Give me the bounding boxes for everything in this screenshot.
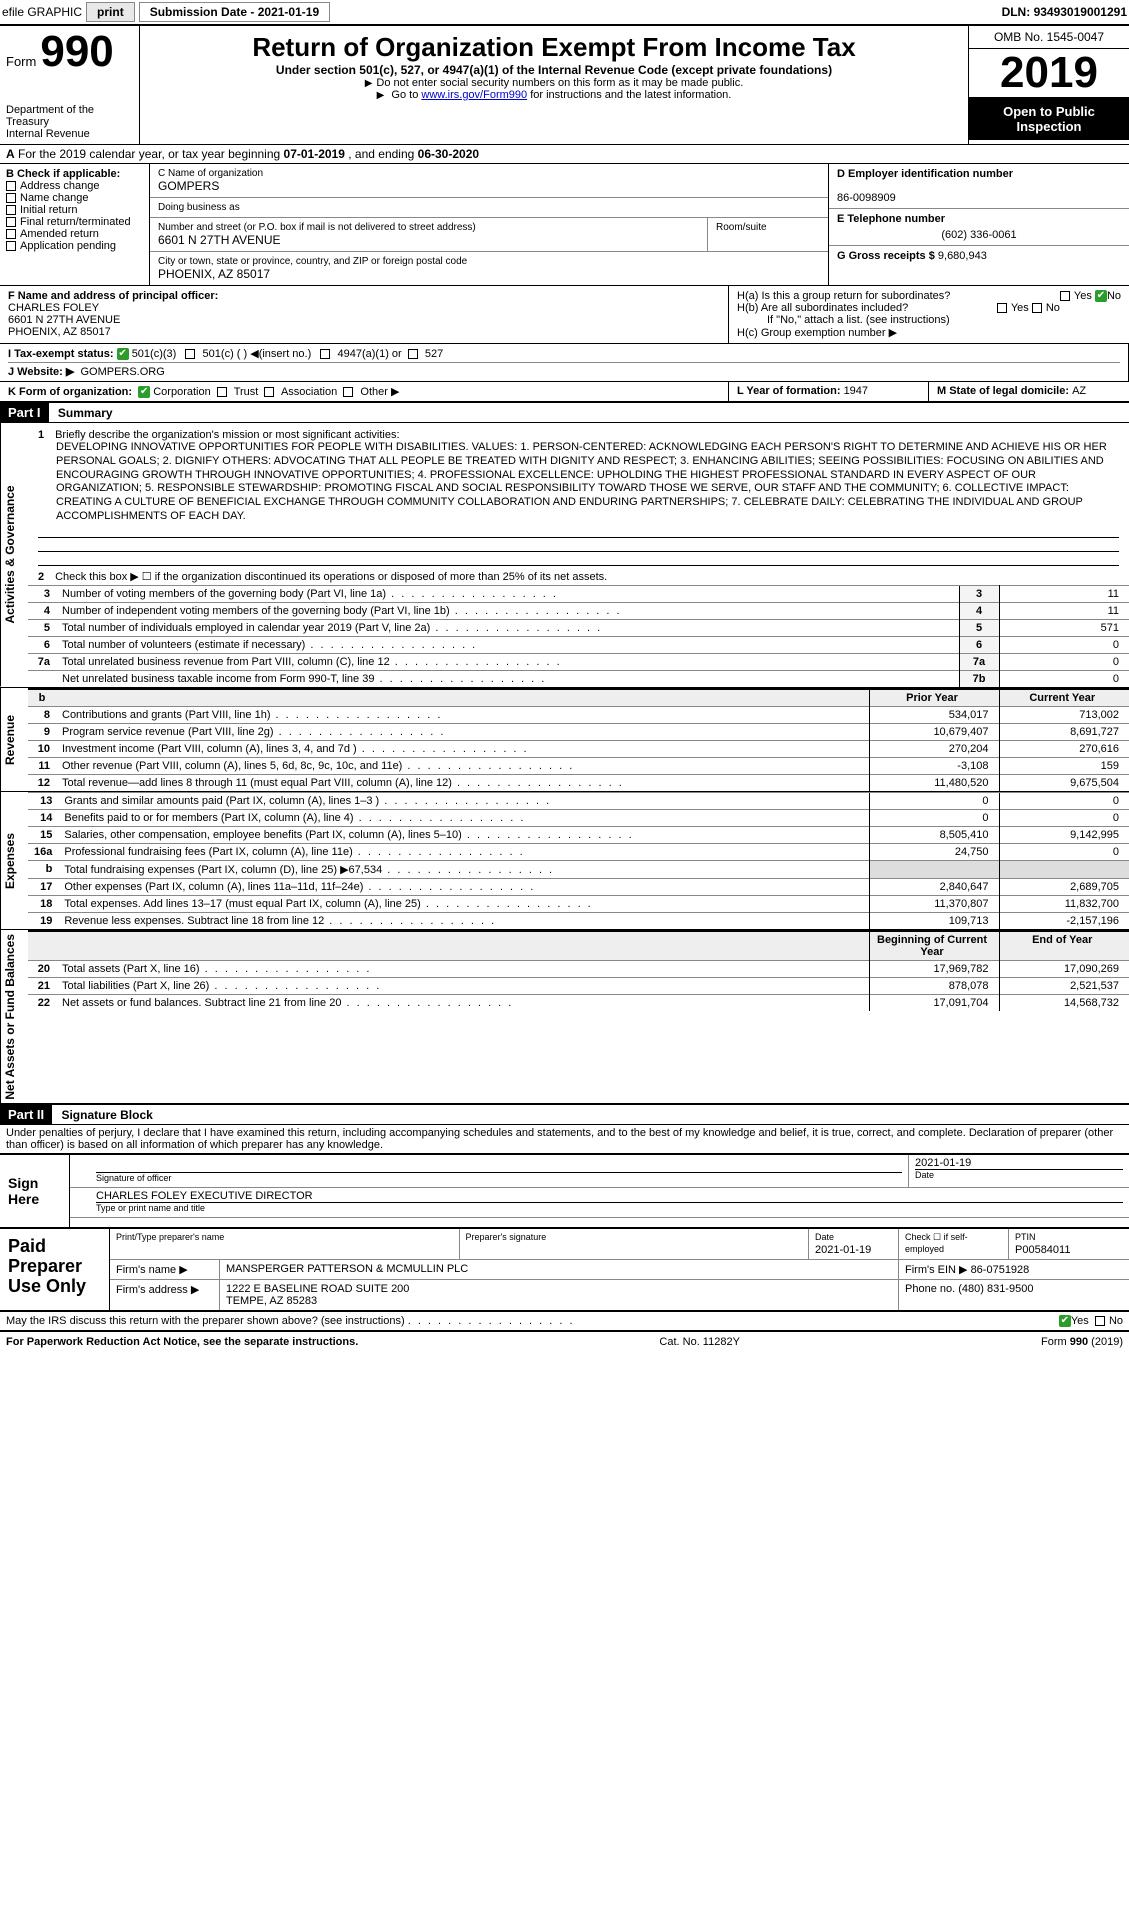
table-row: 3Number of voting members of the governi… xyxy=(28,585,1129,602)
table-row: 7aTotal unrelated business revenue from … xyxy=(28,653,1129,670)
room-suite-label: Room/suite xyxy=(708,218,828,251)
section-j: J Website: ▶ GOMPERS.ORG xyxy=(8,362,1120,378)
officer-h-row: F Name and address of principal officer:… xyxy=(0,286,1129,344)
vlabel-expenses: Expenses xyxy=(0,792,28,929)
line-2: Check this box ▶ ☐ if the organization d… xyxy=(55,571,607,583)
table-row: Net unrelated business taxable income fr… xyxy=(28,670,1129,687)
table-row: 20Total assets (Part X, line 16)17,969,7… xyxy=(28,960,1129,977)
dln: DLN: 93493019001291 xyxy=(1002,5,1127,19)
vlabel-netassets: Net Assets or Fund Balances xyxy=(0,930,28,1104)
table-row: 19Revenue less expenses. Subtract line 1… xyxy=(28,912,1129,929)
table-row: 12Total revenue—add lines 8 through 11 (… xyxy=(28,774,1129,791)
expenses-block: Expenses 13Grants and similar amounts pa… xyxy=(0,792,1129,930)
ein: 86-0098909 xyxy=(837,192,896,204)
tax-year: 2019 xyxy=(969,49,1129,98)
summary-na-table: Beginning of Current YearEnd of Year20To… xyxy=(28,930,1129,1011)
section-h: H(a) Is this a group return for subordin… xyxy=(729,286,1129,343)
vlabel-revenue: Revenue xyxy=(0,688,28,791)
form-subtitle: Under section 501(c), 527, or 4947(a)(1)… xyxy=(148,63,960,77)
table-row: 11Other revenue (Part VIII, column (A), … xyxy=(28,757,1129,774)
form-number: Form 990 xyxy=(6,30,133,74)
table-row: 8Contributions and grants (Part VIII, li… xyxy=(28,706,1129,723)
phone: (602) 336-0061 xyxy=(837,229,1121,241)
website: GOMPERS.ORG xyxy=(80,366,164,378)
table-row: 18Total expenses. Add lines 13–17 (must … xyxy=(28,895,1129,912)
perjury-statement: Under penalties of perjury, I declare th… xyxy=(0,1125,1129,1153)
officer-name: CHARLES FOLEY EXECUTIVE DIRECTOR xyxy=(96,1190,1123,1203)
open-to-public: Open to Public Inspection xyxy=(969,98,1129,140)
discuss-row: May the IRS discuss this return with the… xyxy=(0,1312,1129,1332)
check-icon: ✔ xyxy=(138,386,150,398)
check-icon: ✔ xyxy=(1059,1315,1071,1327)
signature-block: Sign Here Signature of officer 2021-01-1… xyxy=(0,1153,1129,1227)
sign-here-label: Sign Here xyxy=(0,1155,70,1227)
klm-row: K Form of organization: ✔ Corporation Tr… xyxy=(0,382,1129,402)
table-row: 16aProfessional fundraising fees (Part I… xyxy=(28,843,1129,860)
part-i-header: Part I Summary xyxy=(0,402,1129,423)
mission-text: DEVELOPING INNOVATIVE OPPORTUNITIES FOR … xyxy=(38,441,1119,524)
check-icon: ✔ xyxy=(1095,290,1107,302)
org-street: 6601 N 27TH AVENUE xyxy=(158,233,699,247)
page-footer: For Paperwork Reduction Act Notice, see … xyxy=(0,1332,1129,1352)
table-row: 17Other expenses (Part IX, column (A), l… xyxy=(28,878,1129,895)
summary-exp-table: 13Grants and similar amounts paid (Part … xyxy=(28,792,1129,929)
top-bar: efile GRAPHIC print Submission Date - 20… xyxy=(0,0,1129,26)
table-row: 10Investment income (Part VIII, column (… xyxy=(28,740,1129,757)
instructions-link-line: Go to www.irs.gov/Form990 for instructio… xyxy=(148,89,960,101)
omb-number: OMB No. 1545-0047 xyxy=(969,26,1129,49)
gross-receipts: 9,680,943 xyxy=(938,250,987,262)
section-m: M State of legal domicile: AZ xyxy=(929,382,1129,401)
form-title: Return of Organization Exempt From Incom… xyxy=(148,32,960,63)
mission-block: 1 Briefly describe the organization's mi… xyxy=(28,423,1129,568)
table-row: 6Total number of volunteers (estimate if… xyxy=(28,636,1129,653)
table-row: 13Grants and similar amounts paid (Part … xyxy=(28,792,1129,809)
ssn-note: Do not enter social security numbers on … xyxy=(148,77,960,89)
irs-link[interactable]: www.irs.gov/Form990 xyxy=(421,89,527,101)
table-row: 5Total number of individuals employed in… xyxy=(28,619,1129,636)
submission-date-box: Submission Date - 2021-01-19 xyxy=(139,2,330,22)
form-header: Form 990 Department of the Treasury Inte… xyxy=(0,26,1129,145)
table-row: 21Total liabilities (Part X, line 26)878… xyxy=(28,977,1129,994)
table-row: 22Net assets or fund balances. Subtract … xyxy=(28,994,1129,1011)
table-row: 14Benefits paid to or for members (Part … xyxy=(28,809,1129,826)
vlabel-ag: Activities & Governance xyxy=(0,423,28,687)
org-name: GOMPERS xyxy=(158,179,820,193)
summary-ag-table: 3Number of voting members of the governi… xyxy=(28,585,1129,687)
tax-period: A For the 2019 calendar year, or tax yea… xyxy=(0,145,1129,164)
table-row: 4Number of independent voting members of… xyxy=(28,602,1129,619)
section-f: F Name and address of principal officer:… xyxy=(0,286,729,343)
table-row: 9Program service revenue (Part VIII, lin… xyxy=(28,723,1129,740)
revenue-block: Revenue bPrior YearCurrent Year8Contribu… xyxy=(0,688,1129,792)
section-b: B Check if applicable: Address change Na… xyxy=(0,164,150,285)
firm-name: MANSPERGER PATTERSON & MCMULLIN PLC xyxy=(220,1260,899,1279)
paid-preparer-block: Paid Preparer Use Only Print/Type prepar… xyxy=(0,1227,1129,1312)
entity-block: B Check if applicable: Address change Na… xyxy=(0,164,1129,286)
table-row: 15Salaries, other compensation, employee… xyxy=(28,826,1129,843)
form-ref: Form 990 (2019) xyxy=(1041,1336,1123,1348)
section-d: D Employer identification number 86-0098… xyxy=(829,164,1129,209)
efile-label: efile GRAPHIC xyxy=(2,5,82,19)
check-icon: ✔ xyxy=(117,348,129,360)
paid-preparer-label: Paid Preparer Use Only xyxy=(0,1229,110,1310)
section-c: C Name of organization GOMPERS Doing bus… xyxy=(150,164,829,285)
section-k: K Form of organization: ✔ Corporation Tr… xyxy=(0,382,729,401)
part-ii-header: Part II Signature Block xyxy=(0,1104,1129,1125)
net-assets-block: Net Assets or Fund Balances Beginning of… xyxy=(0,930,1129,1105)
section-g: G Gross receipts $ 9,680,943 xyxy=(829,246,1129,266)
section-i: I Tax-exempt status: ✔ 501(c)(3) 501(c) … xyxy=(8,347,1120,360)
section-l: L Year of formation: 1947 xyxy=(729,382,929,401)
activities-governance: Activities & Governance 1 Briefly descri… xyxy=(0,423,1129,688)
print-button[interactable]: print xyxy=(86,2,135,22)
org-city: PHOENIX, AZ 85017 xyxy=(158,267,820,281)
table-row: bTotal fundraising expenses (Part IX, co… xyxy=(28,860,1129,878)
section-e: E Telephone number (602) 336-0061 xyxy=(829,209,1129,246)
dept-treasury: Department of the Treasury Internal Reve… xyxy=(6,104,133,140)
summary-rev-table: bPrior YearCurrent Year8Contributions an… xyxy=(28,688,1129,791)
status-website-row: I Tax-exempt status: ✔ 501(c)(3) 501(c) … xyxy=(0,344,1129,382)
